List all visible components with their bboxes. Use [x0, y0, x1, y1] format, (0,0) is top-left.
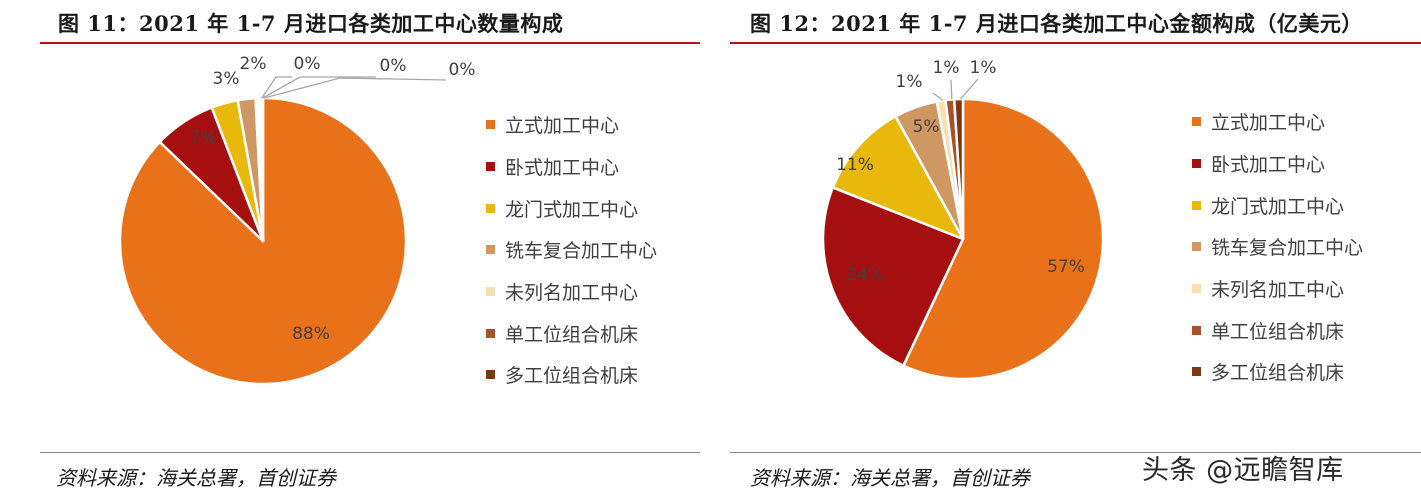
- legend-swatch: [486, 162, 495, 172]
- legend-label: 铣车复合加工中心: [505, 240, 658, 263]
- footer-rule: [730, 452, 1421, 453]
- legend-label: 铣车复合加工中心: [1211, 237, 1364, 260]
- legend-swatch: [486, 245, 495, 255]
- legend-swatch: [1192, 242, 1201, 252]
- legend-item: 未列名加工中心: [486, 271, 657, 313]
- figure-12: 图 12：2021 年 1-7 月进口各类加工中心金额构成（亿美元） 57% 24…: [730, 0, 1421, 501]
- legend-label: 多工位组合机床: [1211, 362, 1345, 385]
- figure-title: 图 11：2021 年 1-7 月进口各类加工中心数量构成: [58, 11, 564, 36]
- leader-line-6: [262, 76, 376, 99]
- legend-item: 多工位组合机床: [1192, 351, 1363, 393]
- legend-swatch: [486, 203, 495, 213]
- title-rule: [40, 42, 700, 44]
- pie-chart-quantity: 88% 7% 3%2% 0% 0% 0%: [118, 54, 476, 386]
- legend-swatch: [486, 120, 495, 130]
- chart-legend: 立式加工中心 卧式加工中心 龙门式加工中心 铣车复合加工中心 未列名加工中心 单工位组合机…: [1192, 101, 1363, 393]
- leader-line-7: [959, 78, 979, 100]
- legend-item: 铣车复合加工中心: [486, 229, 657, 271]
- legend-item: 卧式加工中心: [486, 146, 657, 188]
- data-label-3: 11%: [836, 155, 874, 175]
- footer-rule: [40, 452, 700, 453]
- legend-swatch: [486, 328, 495, 338]
- leader-line-5: [932, 92, 944, 101]
- legend-item: 立式加工中心: [1192, 101, 1363, 143]
- legend-label: 立式加工中心: [505, 115, 620, 138]
- data-label-7: 1%: [970, 58, 997, 78]
- data-label-1: 88%: [292, 324, 330, 344]
- legend-label: 单工位组合机床: [1211, 320, 1345, 343]
- source-note: 资料来源：海关总署，首创证券: [750, 466, 1030, 490]
- pie-slice-7: [952, 97, 965, 241]
- pie-slice-1: [902, 97, 1105, 381]
- data-label-3: 3%: [213, 69, 240, 89]
- data-label-7: 0%: [449, 60, 476, 80]
- data-label-1: 57%: [1047, 257, 1085, 277]
- data-label-2: 7%: [190, 128, 217, 148]
- pie-slice-3: [831, 115, 965, 241]
- legend-label: 卧式加工中心: [1211, 154, 1326, 177]
- legend-swatch: [1192, 325, 1201, 335]
- leader-line-5: [261, 76, 292, 99]
- legend-swatch: [1192, 284, 1201, 294]
- legend-swatch: [1192, 159, 1201, 169]
- data-label-5: 1%: [896, 72, 923, 92]
- data-label-6: 0%: [380, 56, 407, 76]
- watermark: 头条 @远瞻智库: [1142, 455, 1344, 486]
- legend-label: 龙门式加工中心: [505, 198, 639, 221]
- legend-swatch: [486, 370, 495, 380]
- source-note: 资料来源：海关总署，首创证券: [56, 466, 336, 490]
- leader-line-6: [950, 79, 953, 100]
- data-label-6: 1%: [933, 58, 960, 78]
- data-label-2: 24%: [846, 265, 884, 285]
- legend-item: 多工位组合机床: [486, 354, 657, 396]
- legend-label: 未列名加工中心: [1211, 279, 1345, 302]
- legend-label: 未列名加工中心: [505, 282, 639, 305]
- figure-11: 图 11：2021 年 1-7 月进口各类加工中心数量构成 88% 7% 3% 2% 0…: [0, 0, 700, 501]
- pie-slice-2: [821, 186, 965, 367]
- legend-label: 龙门式加工中心: [1211, 195, 1345, 218]
- legend-item: 龙门式加工中心: [486, 187, 657, 229]
- data-label-4: 5%: [913, 117, 940, 137]
- title-rule: [730, 42, 1421, 44]
- legend-swatch: [1192, 117, 1201, 127]
- legend-swatch: [1192, 200, 1201, 210]
- legend-item: 铣车复合加工中心: [1192, 226, 1363, 268]
- legend-item: 立式加工中心: [486, 104, 657, 146]
- legend-item: 卧式加工中心: [1192, 143, 1363, 185]
- legend-label: 多工位组合机床: [505, 365, 639, 388]
- legend-swatch: [1192, 367, 1201, 377]
- legend-label: 立式加工中心: [1211, 112, 1326, 135]
- legend-label: 单工位组合机床: [505, 323, 639, 346]
- legend-item: 单工位组合机床: [486, 312, 657, 354]
- legend-label: 卧式加工中心: [505, 157, 620, 180]
- chart-legend: 立式加工中心 卧式加工中心 龙门式加工中心 铣车复合加工中心 未列名加工中心 单工位组合机…: [486, 104, 657, 396]
- leader-line-7: [263, 77, 447, 99]
- data-label-5: 0%: [294, 54, 321, 74]
- legend-item: 未列名加工中心: [1192, 268, 1363, 310]
- legend-swatch: [486, 287, 495, 297]
- pie-chart-amount: 57% 24% 11% 5% 1% 1% 1%: [821, 58, 1105, 381]
- legend-item: 龙门式加工中心: [1192, 184, 1363, 226]
- legend-item: 单工位组合机床: [1192, 309, 1363, 351]
- figure-title: 图 12：2021 年 1-7 月进口各类加工中心金额构成（亿美元）: [750, 11, 1363, 36]
- data-label-4: 2%: [240, 54, 267, 74]
